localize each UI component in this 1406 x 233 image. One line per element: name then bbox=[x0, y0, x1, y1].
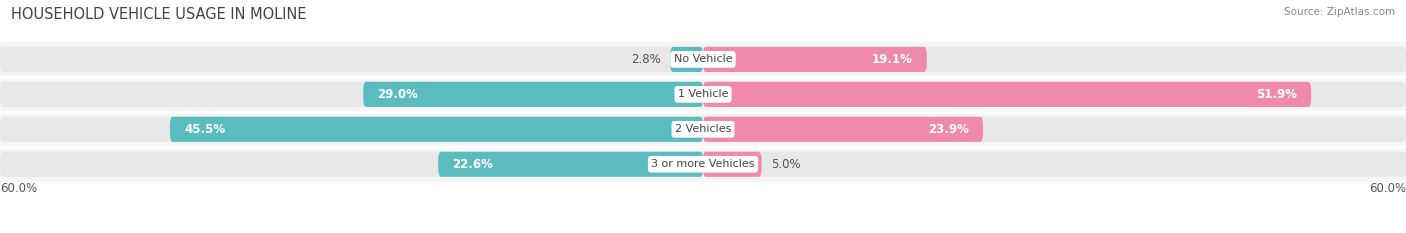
FancyBboxPatch shape bbox=[703, 82, 1312, 107]
Text: 19.1%: 19.1% bbox=[872, 53, 912, 66]
FancyBboxPatch shape bbox=[0, 112, 1406, 147]
Text: 23.9%: 23.9% bbox=[928, 123, 969, 136]
FancyBboxPatch shape bbox=[0, 147, 1406, 182]
Legend: Owner-occupied, Renter-occupied: Owner-occupied, Renter-occupied bbox=[579, 230, 827, 233]
FancyBboxPatch shape bbox=[363, 82, 703, 107]
FancyBboxPatch shape bbox=[0, 117, 1406, 142]
Text: 51.9%: 51.9% bbox=[1256, 88, 1296, 101]
Text: HOUSEHOLD VEHICLE USAGE IN MOLINE: HOUSEHOLD VEHICLE USAGE IN MOLINE bbox=[11, 7, 307, 22]
FancyBboxPatch shape bbox=[0, 77, 1406, 112]
FancyBboxPatch shape bbox=[703, 47, 927, 72]
FancyBboxPatch shape bbox=[671, 47, 703, 72]
Text: 45.5%: 45.5% bbox=[184, 123, 225, 136]
FancyBboxPatch shape bbox=[0, 47, 1406, 72]
FancyBboxPatch shape bbox=[0, 152, 1406, 177]
Text: Source: ZipAtlas.com: Source: ZipAtlas.com bbox=[1284, 7, 1395, 17]
Text: 1 Vehicle: 1 Vehicle bbox=[678, 89, 728, 99]
Text: 2.8%: 2.8% bbox=[631, 53, 661, 66]
FancyBboxPatch shape bbox=[170, 117, 703, 142]
FancyBboxPatch shape bbox=[703, 117, 983, 142]
FancyBboxPatch shape bbox=[0, 82, 1406, 107]
FancyBboxPatch shape bbox=[439, 152, 703, 177]
Text: 5.0%: 5.0% bbox=[770, 158, 800, 171]
FancyBboxPatch shape bbox=[0, 42, 1406, 77]
Text: 2 Vehicles: 2 Vehicles bbox=[675, 124, 731, 134]
Text: 3 or more Vehicles: 3 or more Vehicles bbox=[651, 159, 755, 169]
Text: 29.0%: 29.0% bbox=[377, 88, 418, 101]
Text: 60.0%: 60.0% bbox=[1369, 182, 1406, 195]
Text: No Vehicle: No Vehicle bbox=[673, 55, 733, 64]
Text: 22.6%: 22.6% bbox=[453, 158, 494, 171]
FancyBboxPatch shape bbox=[703, 152, 762, 177]
Text: 60.0%: 60.0% bbox=[0, 182, 37, 195]
